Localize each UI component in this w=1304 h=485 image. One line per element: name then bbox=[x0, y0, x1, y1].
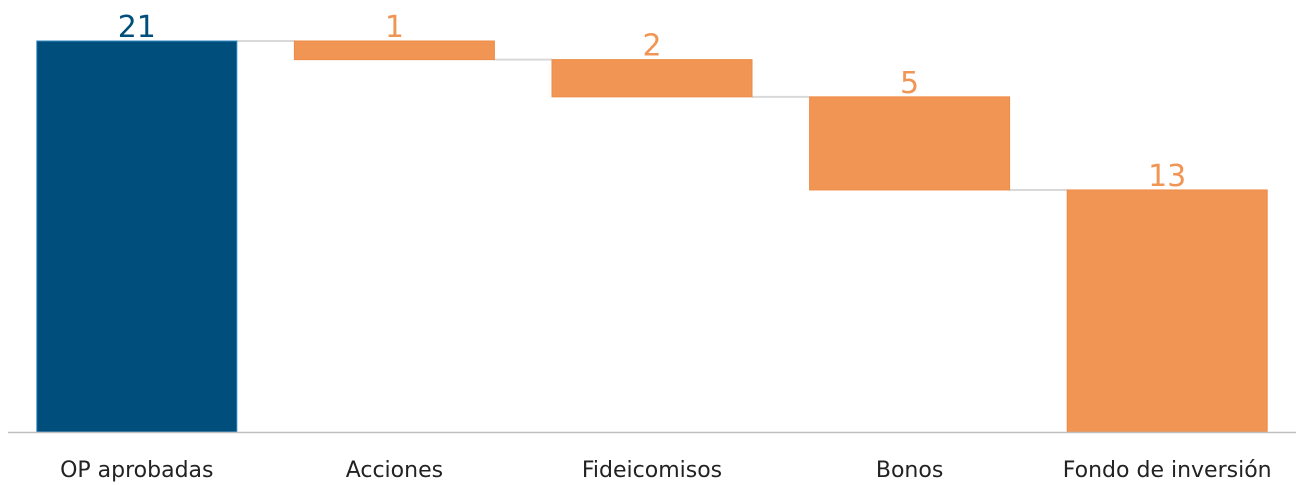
category-label: Fideicomisos bbox=[582, 458, 722, 483]
bar-fondo-de-inversión bbox=[1066, 189, 1268, 433]
data-label: 13 bbox=[1148, 159, 1186, 194]
data-label: 2 bbox=[642, 29, 661, 64]
data-label: 21 bbox=[118, 10, 156, 45]
category-label: Bonos bbox=[876, 458, 943, 483]
data-labels: 21 1 2 5 13 bbox=[118, 10, 1187, 194]
category-label: Fondo de inversión bbox=[1063, 458, 1272, 483]
category-label: Acciones bbox=[346, 458, 443, 483]
bar-fideicomisos bbox=[551, 59, 753, 98]
bar-bonos bbox=[809, 96, 1011, 191]
data-label: 1 bbox=[385, 10, 404, 45]
bars bbox=[36, 40, 1268, 433]
category-labels: OP aprobadas Acciones Fideicomisos Bonos Fon… bbox=[60, 458, 1272, 483]
connector-lines bbox=[236, 40, 1068, 191]
category-label: OP aprobadas bbox=[60, 458, 213, 483]
bar-acciones bbox=[293, 40, 495, 61]
bar-op-aprobadas bbox=[36, 40, 238, 433]
data-label: 5 bbox=[900, 66, 919, 101]
